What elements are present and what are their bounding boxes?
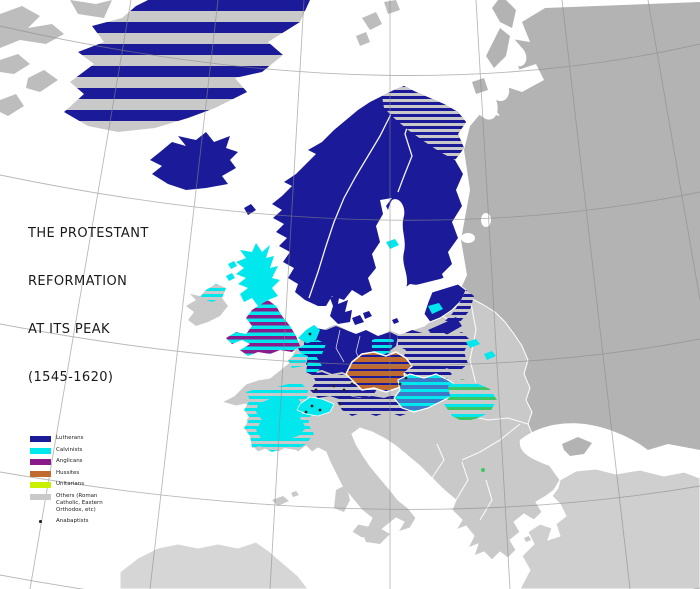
calvinists-swatch <box>30 447 51 454</box>
region-ulster-calvinist-striped <box>200 284 226 302</box>
region-lithuania-calvinist-spot <box>428 303 443 314</box>
legend-item-anglicans: Anglicans <box>30 458 149 465</box>
title-line-1: THE PROTESTANT <box>28 226 149 241</box>
unitarians-label: Unitarians <box>56 481 85 487</box>
region-lapland-lutheran-striped <box>382 86 466 160</box>
region-baltics-lutheran-striped <box>440 290 474 330</box>
hussites-label: Hussites <box>56 469 80 476</box>
legend-item-calvinists: Calvinists <box>30 447 149 454</box>
unitarians-swatch <box>30 482 51 488</box>
hussites-swatch <box>30 470 51 477</box>
region-france-calvinist-core <box>256 396 306 440</box>
anabaptist-dots <box>304 332 408 414</box>
region-brandenburg-mixed-striped <box>372 336 394 356</box>
lake-ladoga <box>461 233 475 243</box>
others-label: Others (Roman Catholic, Eastern Orthodox… <box>56 492 103 513</box>
gulf-of-finland <box>402 273 462 296</box>
lake-onega <box>481 213 491 227</box>
legend-item-unitarians: Unitarians <box>30 481 149 488</box>
map-legend-panel: THE PROTESTANT REFORMATION AT ITS PEAK (… <box>28 194 149 530</box>
title-line-4: (1545-1620) <box>28 370 114 385</box>
anglicans-swatch <box>30 459 51 465</box>
region-poland-lutheran-striped <box>398 330 470 372</box>
region-england-anglican-striped <box>226 300 300 356</box>
anabaptists-label: Anabaptists <box>56 518 89 524</box>
region-scotland-calvinist <box>226 243 280 306</box>
map-title: THE PROTESTANT REFORMATION AT ITS PEAK (… <box>28 194 149 418</box>
title-line-3: AT ITS PEAK <box>28 322 110 337</box>
anabaptist-dot-marker <box>30 518 51 523</box>
region-arctic-islands <box>356 0 516 94</box>
region-netherlands-south-striped <box>298 340 326 358</box>
region-ukraine-calvinist-spots <box>466 339 496 472</box>
region-hungary-calvinist-striped <box>393 373 459 413</box>
region-crimea <box>562 437 592 456</box>
anglicans-label: Anglicans <box>56 458 83 464</box>
legend-item-hussites: Hussites <box>30 470 149 477</box>
region-north-africa <box>119 541 309 589</box>
region-iceland-lutheran <box>150 132 238 190</box>
region-canada <box>0 0 112 116</box>
region-russia-orthodox <box>458 2 700 450</box>
white-sea <box>473 12 527 120</box>
legend: Lutherans Calvinists Anglicans Hussites … <box>30 435 149 525</box>
region-transylvania-unitarian-striped <box>444 379 497 422</box>
legend-item-others: Others (Roman Catholic, Eastern Orthodox… <box>30 493 149 514</box>
region-ottoman-anatolia <box>519 468 700 589</box>
legend-item-anabaptists: Anabaptists <box>30 518 149 525</box>
region-scandinavia-lutheran <box>272 86 466 306</box>
region-denmark-lutheran <box>330 292 399 325</box>
region-belgium-calvinist-striped <box>288 352 308 368</box>
title-line-2: REFORMATION <box>28 274 128 289</box>
lutherans-label: Lutherans <box>56 435 84 441</box>
others-swatch <box>30 493 51 500</box>
legend-item-lutherans: Lutherans <box>30 435 149 442</box>
calvinists-label: Calvinists <box>56 446 83 453</box>
region-sweden-calvinist-spot <box>386 239 399 249</box>
lutherans-swatch <box>30 436 51 442</box>
